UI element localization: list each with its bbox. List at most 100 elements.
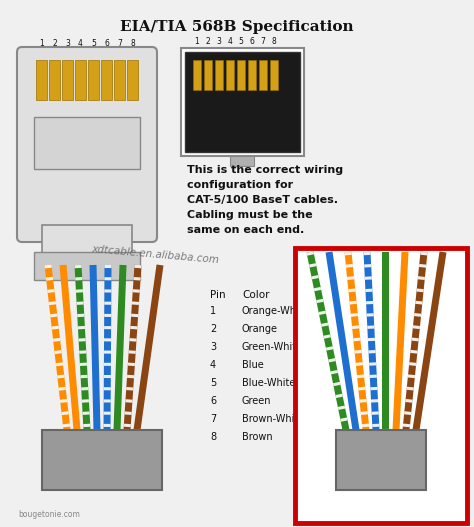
Bar [363, 466, 370, 470]
Polygon shape [134, 265, 142, 268]
Polygon shape [104, 399, 111, 403]
Bar [363, 454, 370, 457]
Bar [295, 248, 467, 523]
Bar [64, 454, 71, 457]
Polygon shape [414, 313, 421, 317]
Text: 4: 4 [228, 37, 232, 46]
Polygon shape [359, 399, 367, 403]
Text: Signal: Signal [322, 290, 354, 300]
Polygon shape [309, 263, 317, 268]
Bar [36, 60, 47, 100]
Bar [343, 454, 349, 457]
Polygon shape [415, 301, 422, 305]
Text: configuration for: configuration for [187, 180, 293, 190]
Polygon shape [420, 252, 428, 256]
Polygon shape [321, 323, 328, 327]
Bar [83, 478, 91, 481]
Polygon shape [307, 251, 314, 256]
Bar [83, 430, 91, 490]
Bar [402, 430, 410, 490]
Text: Brown-White: Brown-White [242, 414, 304, 424]
Polygon shape [125, 399, 133, 403]
Bar [83, 466, 91, 470]
Bar [343, 430, 349, 490]
Text: 6: 6 [210, 396, 216, 406]
Polygon shape [76, 301, 84, 305]
Polygon shape [126, 387, 133, 391]
Text: TX data +: TX data + [322, 306, 371, 316]
Bar [353, 430, 359, 490]
Polygon shape [345, 252, 369, 431]
Polygon shape [50, 314, 57, 317]
Polygon shape [413, 325, 420, 329]
Text: 1: 1 [39, 39, 44, 48]
Polygon shape [356, 362, 363, 366]
Polygon shape [104, 314, 111, 317]
Bar [83, 454, 91, 457]
Bar [181, 48, 304, 156]
Text: unused: unused [322, 414, 358, 424]
Polygon shape [351, 313, 358, 317]
Bar [412, 430, 419, 490]
Bar [93, 430, 100, 490]
Bar [64, 442, 71, 445]
Polygon shape [57, 375, 64, 378]
Text: 5: 5 [238, 37, 244, 46]
Polygon shape [104, 289, 111, 292]
Polygon shape [371, 399, 378, 403]
Polygon shape [55, 350, 62, 354]
Bar [103, 430, 110, 490]
Text: 8: 8 [130, 39, 135, 48]
Bar [402, 478, 410, 481]
Text: UTP: UTP [365, 468, 397, 482]
Text: Orange: Orange [242, 324, 278, 334]
Bar [103, 442, 110, 445]
Polygon shape [355, 350, 362, 354]
Polygon shape [366, 313, 374, 317]
Text: unused: unused [322, 378, 358, 388]
Text: 4: 4 [210, 360, 216, 370]
Text: 6: 6 [250, 37, 255, 46]
Text: 3: 3 [217, 37, 221, 46]
Text: CAT-5/100 BaseT cables.: CAT-5/100 BaseT cables. [187, 195, 338, 205]
Text: 3: 3 [65, 39, 70, 48]
Text: 5: 5 [210, 378, 216, 388]
Text: same on each end.: same on each end. [187, 225, 304, 235]
Polygon shape [407, 387, 414, 391]
Polygon shape [104, 277, 111, 280]
Bar [363, 442, 370, 445]
Polygon shape [345, 252, 352, 256]
Text: 2: 2 [206, 37, 210, 46]
Polygon shape [370, 387, 377, 391]
Bar [83, 442, 91, 445]
Polygon shape [346, 264, 353, 268]
Polygon shape [340, 417, 347, 422]
Polygon shape [90, 265, 100, 430]
Text: 2: 2 [52, 39, 57, 48]
Polygon shape [410, 350, 418, 354]
Bar [64, 466, 71, 470]
Bar [103, 466, 110, 470]
Polygon shape [104, 387, 111, 391]
Bar [373, 430, 380, 433]
Polygon shape [358, 387, 365, 391]
Bar [64, 430, 71, 490]
Text: Crossover: Crossover [342, 488, 420, 502]
Polygon shape [361, 411, 368, 415]
Bar [373, 430, 380, 490]
Text: 7: 7 [261, 37, 265, 46]
Bar [88, 60, 99, 100]
Text: Blue: Blue [242, 360, 264, 370]
Bar [259, 60, 267, 90]
Bar [34, 252, 140, 280]
Text: 8: 8 [210, 432, 216, 442]
Polygon shape [307, 251, 349, 431]
Polygon shape [77, 314, 84, 317]
Polygon shape [78, 326, 85, 329]
Polygon shape [419, 264, 426, 268]
Polygon shape [412, 251, 447, 431]
Text: 1: 1 [210, 306, 216, 316]
Polygon shape [366, 301, 373, 305]
Polygon shape [82, 412, 90, 415]
Text: Cabling must be the: Cabling must be the [187, 210, 313, 220]
